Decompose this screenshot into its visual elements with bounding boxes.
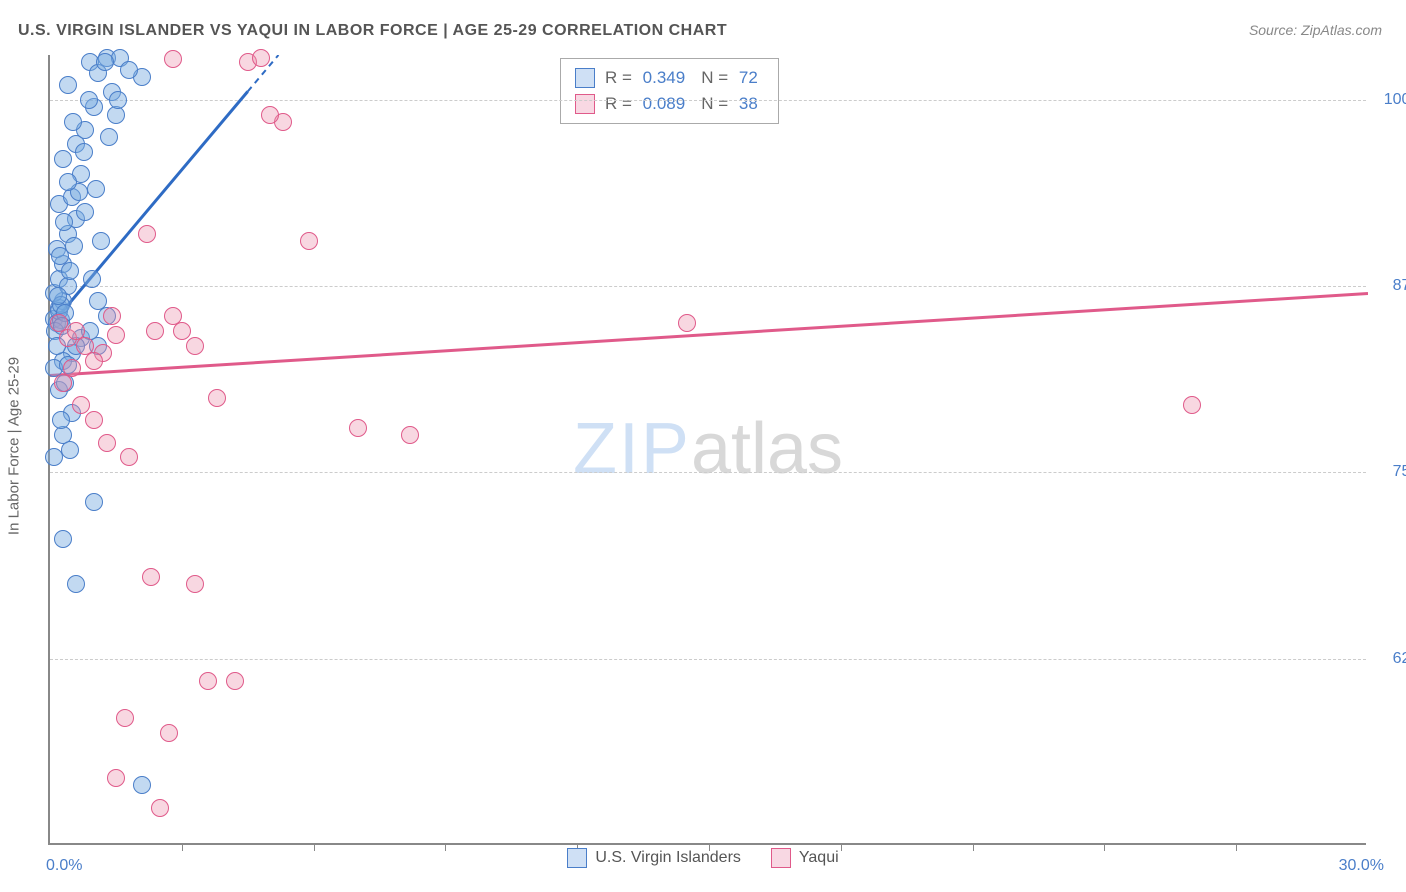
scatter-point: [59, 76, 77, 94]
scatter-point: [76, 203, 94, 221]
scatter-point: [83, 270, 101, 288]
scatter-point: [138, 225, 156, 243]
scatter-point: [261, 106, 279, 124]
scatter-point: [107, 769, 125, 787]
source-label: Source: ZipAtlas.com: [1249, 22, 1382, 38]
scatter-point: [678, 314, 696, 332]
scatter-point: [133, 776, 151, 794]
scatter-point: [87, 180, 105, 198]
scatter-point: [186, 575, 204, 593]
scatter-point: [85, 493, 103, 511]
scatter-point: [151, 799, 169, 817]
scatter-point: [116, 709, 134, 727]
scatter-point: [65, 237, 83, 255]
y-axis-label: In Labor Force | Age 25-29: [6, 357, 23, 535]
scatter-point: [72, 396, 90, 414]
scatter-point: [54, 530, 72, 548]
scatter-point: [164, 50, 182, 68]
scatter-point: [55, 213, 73, 231]
trend-line: [50, 293, 1368, 375]
scatter-point: [59, 173, 77, 191]
scatter-point: [92, 232, 110, 250]
scatter-point: [300, 232, 318, 250]
scatter-point: [61, 262, 79, 280]
scatter-point: [49, 287, 67, 305]
scatter-point: [226, 672, 244, 690]
series-legend: U.S. Virgin Islanders Yaqui: [0, 848, 1406, 868]
scatter-point: [208, 389, 226, 407]
scatter-point: [146, 322, 164, 340]
scatter-point: [100, 128, 118, 146]
scatter-point: [85, 411, 103, 429]
scatter-point: [186, 337, 204, 355]
scatter-point: [54, 150, 72, 168]
scatter-point: [142, 568, 160, 586]
legend-label: U.S. Virgin Islanders: [595, 849, 741, 867]
scatter-point: [96, 53, 114, 71]
scatter-point: [1183, 396, 1201, 414]
scatter-point: [173, 322, 191, 340]
y-tick-label: 62.5%: [1374, 650, 1406, 668]
scatter-point: [120, 448, 138, 466]
y-tick-label: 75.0%: [1374, 463, 1406, 481]
scatter-point: [64, 113, 82, 131]
scatter-point: [98, 434, 116, 452]
scatter-plot-area: ZIPatlas R = 0.349N = 72R = 0.089N = 38 …: [48, 55, 1366, 845]
chart-title: U.S. VIRGIN ISLANDER VS YAQUI IN LABOR F…: [18, 22, 727, 40]
scatter-point: [107, 326, 125, 344]
legend-swatch: [567, 848, 587, 868]
y-tick-label: 100.0%: [1374, 91, 1406, 109]
legend-item: Yaqui: [771, 848, 839, 868]
y-tick-label: 87.5%: [1374, 277, 1406, 295]
scatter-point: [401, 426, 419, 444]
scatter-point: [349, 419, 367, 437]
trend-lines-layer: [50, 55, 1368, 845]
legend-item: U.S. Virgin Islanders: [567, 848, 741, 868]
scatter-point: [52, 411, 70, 429]
scatter-point: [54, 374, 72, 392]
scatter-point: [80, 91, 98, 109]
scatter-point: [120, 61, 138, 79]
legend-label: Yaqui: [799, 849, 839, 867]
scatter-point: [67, 575, 85, 593]
scatter-point: [85, 352, 103, 370]
scatter-point: [61, 441, 79, 459]
scatter-point: [252, 49, 270, 67]
scatter-point: [109, 91, 127, 109]
legend-swatch: [771, 848, 791, 868]
scatter-point: [89, 292, 107, 310]
scatter-point: [199, 672, 217, 690]
scatter-point: [75, 143, 93, 161]
scatter-point: [160, 724, 178, 742]
scatter-point: [103, 307, 121, 325]
